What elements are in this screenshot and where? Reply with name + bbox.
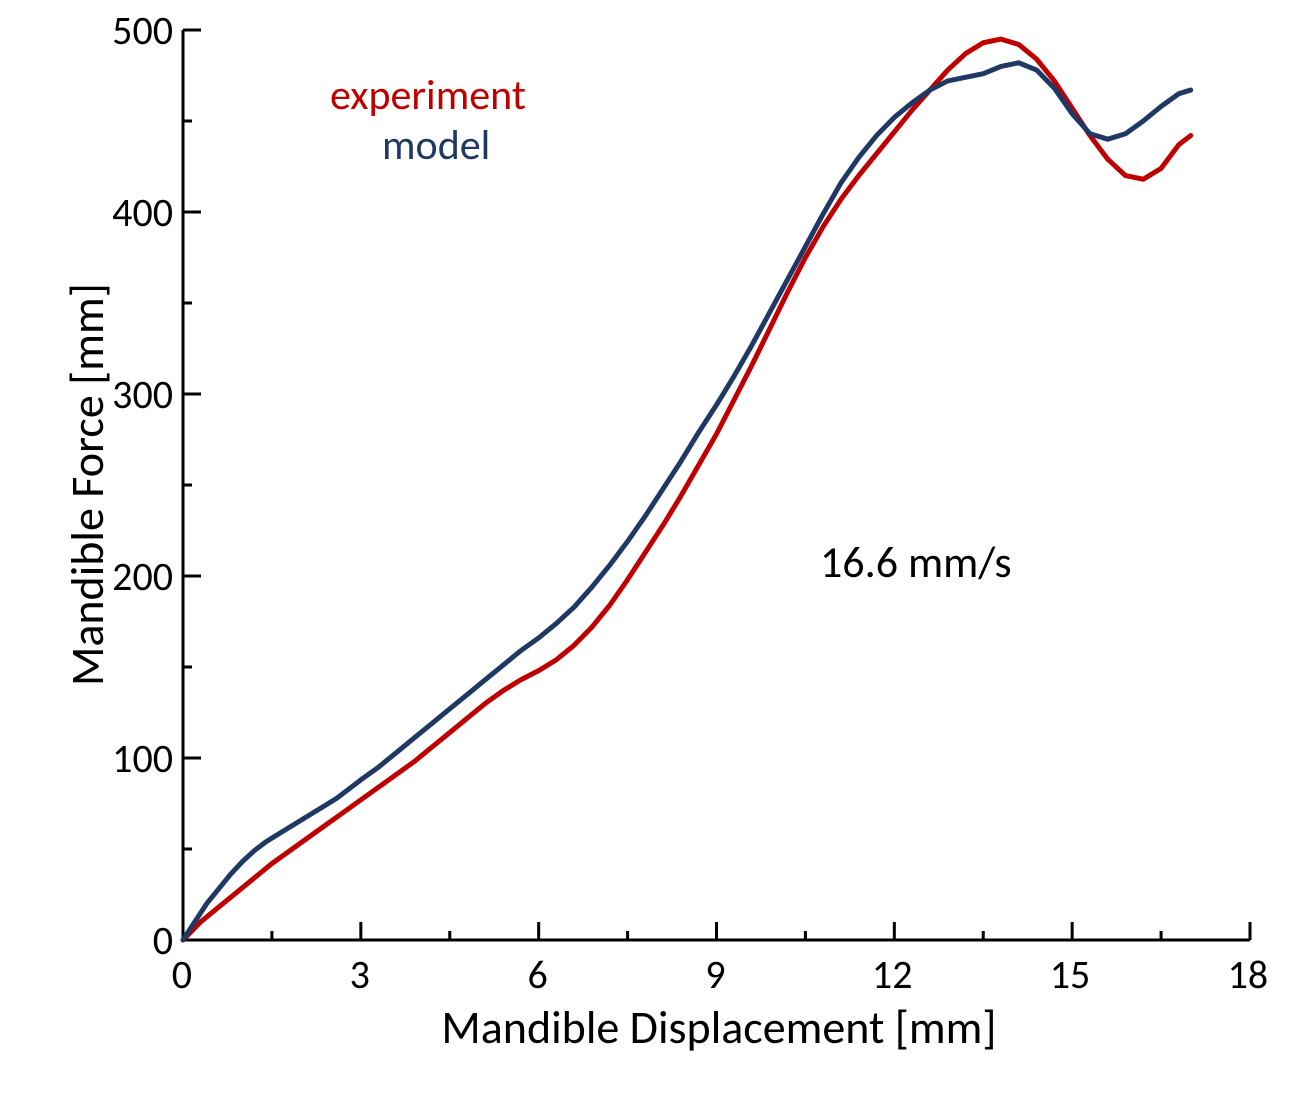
chart-svg — [0, 0, 1294, 1098]
series-experiment — [183, 39, 1191, 940]
x-tick-label: 0 — [172, 950, 192, 999]
y-tick-label: 400 — [112, 188, 173, 237]
x-tick-label: 18 — [1228, 950, 1269, 999]
y-axis-title: Mandible Force [mm] — [60, 283, 116, 686]
y-tick-label: 100 — [112, 734, 173, 783]
x-tick-label: 12 — [872, 950, 913, 999]
series-model — [183, 63, 1191, 940]
legend-model: model — [382, 120, 490, 171]
x-tick-label: 3 — [350, 950, 370, 999]
legend-experiment: experiment — [330, 70, 526, 121]
chart-container: Mandible Force [mm] Mandible Displacemen… — [0, 0, 1294, 1098]
y-tick-label: 200 — [112, 552, 173, 601]
x-tick-label: 6 — [527, 950, 547, 999]
y-tick-label: 0 — [153, 916, 173, 965]
y-tick-label: 300 — [112, 370, 173, 419]
x-tick-label: 15 — [1050, 950, 1091, 999]
x-tick-label: 9 — [705, 950, 725, 999]
y-tick-label: 500 — [112, 6, 173, 55]
rate-annotation: 16.6 mm/s — [820, 535, 1012, 589]
x-axis-title: Mandible Displacement [mm] — [441, 1000, 996, 1056]
